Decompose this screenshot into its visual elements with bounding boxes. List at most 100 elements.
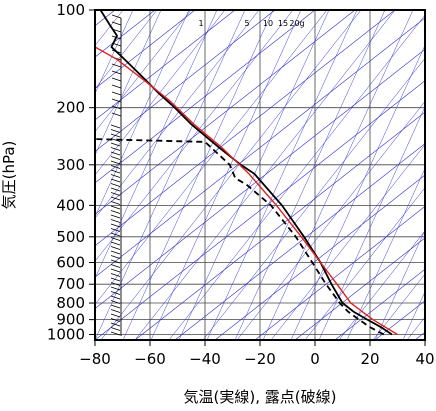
mixing-ratio-label: 20g	[289, 19, 304, 28]
x-tick-label: −80	[79, 350, 111, 368]
wind-barb	[110, 282, 121, 286]
wind-barb	[110, 228, 121, 232]
y-axis-title: 気圧(hPa)	[0, 141, 18, 210]
wind-barb	[110, 214, 121, 219]
dry-adiabat-line	[134, 111, 425, 340]
wind-barb	[110, 142, 121, 147]
wind-barb	[110, 178, 121, 183]
mixing-ratio-label: 10	[263, 19, 273, 28]
wind-barb	[110, 133, 121, 138]
y-tick-label: 200	[56, 99, 85, 117]
dry-adiabat-line	[95, 10, 356, 215]
wind-barb	[110, 219, 121, 223]
mixing-ratio-line	[95, 10, 190, 218]
dry-adiabat-line	[95, 10, 396, 247]
wind-barb	[111, 77, 122, 82]
wind-barb	[111, 21, 122, 26]
temperature-line	[99, 10, 393, 336]
dry-adiabat-line	[95, 10, 276, 152]
dry-adiabat-line	[254, 206, 425, 340]
mixing-ratio-line	[318, 106, 425, 340]
mixing-ratio-line	[206, 10, 358, 340]
wind-barb	[110, 138, 121, 142]
moist-adiabat-line	[236, 100, 425, 340]
wind-barb	[110, 151, 121, 156]
moist-adiabat-line	[95, 10, 192, 133]
wind-barb	[110, 160, 121, 165]
moist-adiabat-line	[372, 273, 425, 340]
y-tick-label: 1000	[47, 325, 85, 343]
wind-barb	[111, 14, 122, 19]
wind-barb	[110, 255, 121, 259]
wind-barb	[110, 129, 121, 133]
wind-barb	[110, 304, 121, 309]
wind-barb	[110, 223, 121, 228]
wind-barb	[110, 165, 121, 169]
wind-barb	[111, 98, 122, 103]
moist-adiabat-line	[406, 316, 425, 340]
x-tick-label: 20	[360, 350, 379, 368]
dry-adiabat-line	[174, 143, 425, 340]
wind-barb	[110, 300, 121, 304]
wind-barb	[111, 70, 122, 75]
y-tick-label: 500	[56, 228, 85, 246]
moist-adiabat-line	[270, 144, 425, 340]
y-tick-label: 600	[56, 253, 85, 271]
wind-barb	[110, 196, 121, 201]
wind-barb	[110, 210, 121, 214]
wind-barb	[110, 264, 121, 268]
wind-barbs	[110, 14, 122, 336]
wind-barb	[111, 84, 122, 89]
wind-barb	[111, 105, 122, 110]
wind-barb	[111, 112, 122, 117]
mixing-ratio-label: 15	[278, 19, 288, 28]
dry-adiabat-line	[374, 300, 425, 340]
dewpoint-line	[95, 138, 385, 336]
wind-barb	[110, 205, 121, 210]
wind-barb	[110, 318, 121, 322]
moist-adiabat-line	[304, 187, 425, 340]
mixing-ratio-line	[95, 10, 218, 280]
x-tick-label: −40	[189, 350, 221, 368]
y-tick-label: 100	[56, 1, 85, 19]
wind-barb	[110, 273, 121, 277]
mixing-ratio-line	[95, 10, 246, 340]
mixing-ratio-line	[262, 10, 414, 340]
y-tick-label: 300	[56, 156, 85, 174]
mixing-ratio-line	[95, 10, 134, 95]
wind-barb	[110, 327, 121, 331]
y-tick-label: 400	[56, 196, 85, 214]
moist-adiabat-line	[100, 10, 362, 340]
wind-barb	[110, 156, 121, 160]
moist-adiabat-line	[95, 10, 328, 305]
x-tick-label: −60	[134, 350, 166, 368]
wind-barb	[111, 63, 122, 68]
wind-barb	[110, 246, 121, 250]
wind-barb	[110, 174, 121, 178]
y-tick-label: 800	[56, 294, 85, 312]
wind-barb	[110, 309, 121, 313]
dry-adiabat-line	[95, 10, 196, 89]
mixing-ratio-line	[431, 10, 436, 340]
profile-series	[95, 10, 398, 336]
moist-adiabat-line	[95, 10, 260, 219]
dry-adiabat-line	[95, 10, 316, 184]
wind-barb	[110, 295, 121, 300]
mixing-ratio-line	[402, 290, 425, 340]
wind-barb	[110, 124, 121, 129]
x-tick-label: 40	[415, 350, 434, 368]
x-tick-label: −20	[244, 350, 276, 368]
wind-barb	[110, 277, 121, 282]
mixing-ratio-line	[122, 10, 274, 340]
wind-barb	[110, 201, 121, 205]
dry-adiabat-line	[95, 17, 425, 278]
mixing-ratio-labels: 1 5 10 15 20g	[198, 19, 304, 28]
moist-adiabat-line	[202, 57, 425, 340]
wind-barb	[110, 331, 121, 336]
wind-barb	[110, 183, 121, 187]
wind-barb	[110, 322, 121, 327]
dry-adiabat-line	[95, 10, 236, 121]
mixing-ratio-line	[178, 10, 330, 340]
wind-barb	[110, 259, 121, 264]
